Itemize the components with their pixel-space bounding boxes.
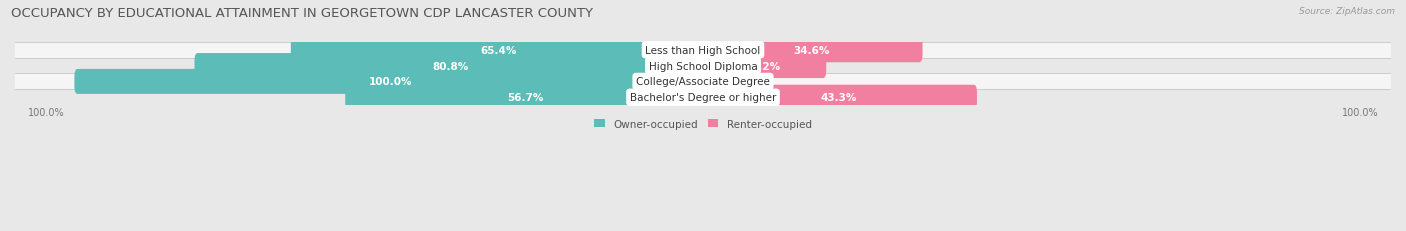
Text: High School Diploma: High School Diploma xyxy=(648,61,758,71)
Text: 100.0%: 100.0% xyxy=(368,77,412,87)
FancyBboxPatch shape xyxy=(15,74,1391,90)
FancyBboxPatch shape xyxy=(700,54,827,79)
Text: 43.3%: 43.3% xyxy=(820,93,856,103)
FancyBboxPatch shape xyxy=(194,54,706,79)
Text: 34.6%: 34.6% xyxy=(793,46,830,55)
Text: Source: ZipAtlas.com: Source: ZipAtlas.com xyxy=(1299,7,1395,16)
FancyBboxPatch shape xyxy=(75,70,706,94)
Text: 80.8%: 80.8% xyxy=(432,61,468,71)
Text: Bachelor's Degree or higher: Bachelor's Degree or higher xyxy=(630,93,776,103)
Text: 100.0%: 100.0% xyxy=(1341,108,1378,118)
FancyBboxPatch shape xyxy=(15,58,1391,74)
Text: OCCUPANCY BY EDUCATIONAL ATTAINMENT IN GEORGETOWN CDP LANCASTER COUNTY: OCCUPANCY BY EDUCATIONAL ATTAINMENT IN G… xyxy=(11,7,593,20)
FancyBboxPatch shape xyxy=(700,85,977,110)
Text: College/Associate Degree: College/Associate Degree xyxy=(636,77,770,87)
Text: 0.0%: 0.0% xyxy=(718,77,748,87)
FancyBboxPatch shape xyxy=(291,38,706,63)
FancyBboxPatch shape xyxy=(15,43,1391,58)
Text: 56.7%: 56.7% xyxy=(508,93,544,103)
FancyBboxPatch shape xyxy=(700,38,922,63)
FancyBboxPatch shape xyxy=(346,85,706,110)
Text: 19.2%: 19.2% xyxy=(745,61,782,71)
Text: 65.4%: 65.4% xyxy=(481,46,516,55)
Text: 100.0%: 100.0% xyxy=(28,108,65,118)
Legend: Owner-occupied, Renter-occupied: Owner-occupied, Renter-occupied xyxy=(591,115,815,133)
FancyBboxPatch shape xyxy=(15,90,1391,106)
Text: Less than High School: Less than High School xyxy=(645,46,761,55)
